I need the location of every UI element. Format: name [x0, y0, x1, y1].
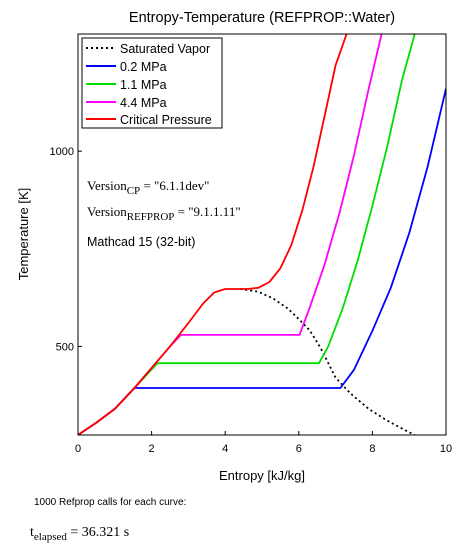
version-refprop-value: = "9.1.1.11": [174, 204, 240, 219]
y-tick-label: 1000: [50, 146, 74, 158]
x-tick-label: 10: [440, 443, 452, 455]
version-cp-label: Version: [87, 178, 127, 193]
version-cp-subscript: CP: [127, 185, 140, 197]
plot-frame: [77, 33, 447, 436]
plot-lines: [78, 34, 446, 435]
version-refprop-label: Version: [87, 204, 127, 219]
series-line-critical-pressure: [78, 34, 348, 435]
entropy-temperature-chart: Entropy-Temperature (REFPROP::Water) 0 2 4…: [16, 10, 453, 483]
version-refprop-subscript: REFPROP: [127, 211, 175, 223]
x-tick-label: 4: [222, 443, 228, 455]
legend-label-saturated-vapor: Saturated Vapor: [120, 42, 210, 56]
mathcad-version-annotation: Mathcad 15 (32-bit): [87, 235, 195, 249]
chart-title: Entropy-Temperature (REFPROP::Water): [129, 10, 395, 26]
y-axis-label: Temperature [K]: [16, 188, 31, 281]
y-tick-label: 500: [56, 341, 74, 353]
legend: Saturated Vapor 0.2 MPa 1.1 MPa 4.4 MPa …: [81, 37, 223, 129]
refprop-calls-note: 1000 Refprop calls for each curve:: [34, 497, 187, 508]
elapsed-time: telapsed = 36.321 s: [30, 525, 129, 543]
elapsed-time-subscript: elapsed: [33, 530, 67, 543]
legend-label-4-4-mpa: 4.4 MPa: [120, 96, 167, 110]
x-tick-label: 2: [149, 443, 155, 455]
legend-label-0-2-mpa: 0.2 MPa: [120, 60, 167, 74]
version-cp-annotation: VersionCP = "6.1.1dev": [87, 178, 209, 197]
version-refprop-annotation: VersionREFPROP = "9.1.1.11": [87, 204, 241, 223]
series-line-saturated-vapor: [240, 288, 416, 435]
legend-label-1-1-mpa: 1.1 MPa: [120, 78, 167, 92]
axis-ticks: 0 2 4 6 8 10 500 1000: [50, 146, 453, 455]
series-line-0-2-mpa: [78, 88, 446, 435]
legend-label-critical-pressure: Critical Pressure: [120, 113, 212, 127]
x-tick-label: 0: [75, 443, 81, 455]
x-tick-label: 8: [369, 443, 375, 455]
x-tick-label: 6: [296, 443, 302, 455]
elapsed-time-value: = 36.321 s: [66, 525, 130, 540]
version-cp-value: = "6.1.1dev": [140, 178, 209, 193]
elapsed-time-label: t: [30, 525, 34, 540]
x-axis-label: Entropy [kJ/kg]: [219, 468, 305, 483]
